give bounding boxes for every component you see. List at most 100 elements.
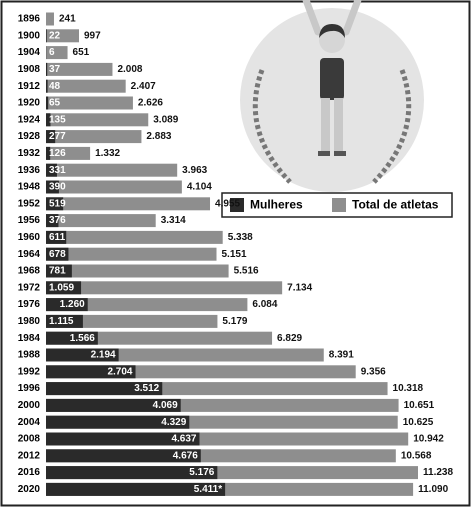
total-label: 10.568 [401, 450, 432, 461]
women-label: 277 [49, 131, 66, 142]
women-bar [46, 331, 98, 345]
y-tick-label: 1952 [18, 198, 41, 209]
y-tick-label: 1904 [18, 47, 41, 58]
y-tick-label: 2012 [18, 450, 41, 461]
women-bar [46, 482, 226, 496]
women-bar [46, 79, 48, 93]
women-bar [46, 180, 59, 194]
y-tick-label: 1936 [18, 165, 41, 176]
women-label: 2.704 [107, 366, 132, 377]
total-bar [46, 113, 149, 127]
women-bar [46, 96, 49, 110]
women-bar [46, 62, 48, 76]
y-tick-label: 1960 [18, 232, 41, 243]
y-tick-label: 1956 [18, 215, 41, 226]
total-label: 2.407 [131, 81, 156, 92]
y-tick-label: 1932 [18, 148, 41, 159]
women-bar [46, 281, 82, 295]
legend-swatch [230, 198, 244, 212]
women-label: 3.512 [134, 383, 159, 394]
total-label: 5.516 [234, 266, 259, 277]
women-bar [46, 163, 57, 177]
total-label: 8.391 [329, 350, 354, 361]
women-label: 376 [49, 215, 66, 226]
total-label: 3.314 [161, 215, 186, 226]
total-label: 9.356 [361, 366, 386, 377]
y-tick-label: 1908 [18, 64, 41, 75]
women-label: 22 [49, 30, 61, 41]
legend-label: Mulheres [250, 198, 303, 212]
total-bar [46, 331, 273, 345]
women-label: 65 [49, 98, 61, 109]
total-label: 10.318 [393, 383, 424, 394]
total-label: 10.651 [404, 400, 435, 411]
women-bar [46, 432, 200, 446]
y-tick-label: 2000 [18, 400, 41, 411]
women-label: 135 [49, 114, 66, 125]
total-label: 2.008 [117, 64, 142, 75]
total-label: 2.883 [146, 131, 171, 142]
total-bar [46, 214, 156, 228]
y-tick-label: 1972 [18, 282, 41, 293]
women-label: 4.069 [153, 400, 178, 411]
women-bar [46, 398, 181, 412]
y-tick-label: 1964 [18, 249, 41, 260]
women-label: 519 [49, 198, 66, 209]
y-tick-label: 1968 [18, 266, 41, 277]
y-tick-label: 1920 [18, 98, 41, 109]
total-bar [46, 197, 211, 211]
illustration [240, 0, 424, 192]
y-tick-label: 1928 [18, 131, 41, 142]
y-tick-label: 1912 [18, 81, 41, 92]
total-label: 11.238 [423, 467, 453, 478]
total-bar [46, 12, 54, 26]
women-bar [46, 146, 51, 160]
total-label: 5.151 [222, 249, 247, 260]
total-label: 1.332 [95, 148, 120, 159]
women-label: 6 [49, 47, 55, 58]
women-bar [46, 130, 56, 144]
total-label: 4.104 [187, 182, 212, 193]
total-label: 5.179 [222, 316, 247, 327]
women-bar [46, 314, 83, 328]
total-bar [46, 96, 133, 110]
women-bar [46, 197, 64, 211]
total-label: 2.626 [138, 98, 163, 109]
y-tick-label: 2020 [18, 484, 41, 495]
total-bar [46, 46, 68, 60]
y-tick-label: 1948 [18, 182, 41, 193]
y-tick-label: 2016 [18, 467, 41, 478]
women-bar [46, 230, 67, 244]
women-bar [46, 264, 72, 278]
total-label: 11.090 [418, 484, 448, 495]
legend-label: Total de atletas [352, 198, 439, 212]
y-tick-label: 1900 [18, 30, 41, 41]
total-bar [46, 163, 178, 177]
total-bar [46, 281, 283, 295]
women-bar [46, 365, 136, 379]
y-tick-label: 1988 [18, 350, 41, 361]
women-label: 1.059 [49, 282, 74, 293]
total-label: 7.134 [287, 282, 312, 293]
total-label: 3.963 [182, 165, 207, 176]
total-bar [46, 79, 126, 93]
y-tick-label: 2004 [18, 417, 41, 428]
women-bar [46, 214, 59, 228]
y-tick-label: 1984 [18, 333, 41, 344]
women-bar [46, 415, 190, 429]
women-label: 1.115 [49, 316, 74, 327]
total-bar [46, 298, 248, 312]
y-tick-label: 1992 [18, 366, 41, 377]
total-label: 997 [84, 30, 101, 41]
women-label: 2.194 [91, 350, 116, 361]
total-label: 6.084 [252, 299, 277, 310]
women-bar [46, 348, 119, 362]
y-tick-label: 1924 [18, 114, 41, 125]
women-label: 1.566 [70, 333, 95, 344]
women-label: 5.176 [189, 467, 214, 478]
total-label: 4.955 [215, 198, 240, 209]
women-label: 4.676 [173, 450, 198, 461]
y-tick-label: 1976 [18, 299, 41, 310]
total-label: 10.625 [403, 417, 434, 428]
women-bar [46, 247, 69, 261]
